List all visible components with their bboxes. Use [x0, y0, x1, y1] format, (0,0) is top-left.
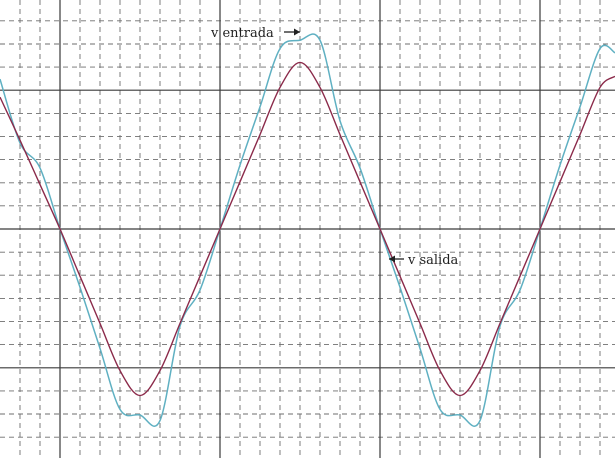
series-v-salida-point-11 [219, 228, 220, 229]
series-v-salida-point-13 [259, 134, 260, 135]
series-v-salida-point-7 [139, 395, 140, 396]
series-v-entrada-point-5 [99, 348, 100, 349]
series-v-entrada-point-17 [339, 120, 340, 121]
series-v-salida-line [0, 61, 615, 397]
series-v-entrada-point-13 [259, 106, 260, 107]
series-v-entrada-point-20 [399, 287, 400, 288]
series-v-salida-point-12 [239, 181, 240, 182]
series-v-salida-point-19 [379, 228, 380, 229]
series-v-entrada-point-4 [79, 287, 80, 288]
series-v-entrada-point-10 [199, 289, 200, 290]
series-v-salida-point-23 [459, 395, 460, 396]
series-v-entrada-point-7 [139, 414, 140, 415]
series-v-entrada-point-21 [419, 348, 420, 349]
series-v-salida-point-4 [79, 276, 80, 277]
series-v-salida-point-26 [519, 276, 520, 277]
series-v-salida-point-28 [559, 181, 560, 182]
series-v-salida-point-16 [319, 87, 320, 88]
series-v-entrada-point-16 [319, 40, 320, 41]
series-v-salida-point-25 [499, 323, 500, 324]
series-v-entrada-point-18 [359, 167, 360, 168]
series-v-entrada-point-2 [39, 167, 40, 168]
series-v-salida-point-5 [99, 323, 100, 324]
series-v-entrada-point-14 [279, 48, 280, 49]
series-v-entrada-point-15 [299, 40, 300, 41]
annotation-v-salida: v salida [389, 253, 459, 268]
series-v-salida-point-18 [359, 181, 360, 182]
series-v-salida-point-30 [599, 87, 600, 88]
series-v-salida-point-10 [199, 276, 200, 277]
annotation-v-entrada-label: v entrada [210, 26, 274, 41]
series-v-salida-point-8 [159, 370, 160, 371]
series-v-entrada-point-8 [159, 420, 160, 421]
annotation-v-salida-label: v salida [407, 253, 459, 268]
annotation-v-entrada-arrowhead [294, 28, 300, 36]
series-v-entrada-point-24 [479, 420, 480, 421]
series-v-salida-point-24 [479, 370, 480, 371]
annotation-v-entrada: v entrada [210, 26, 300, 41]
series-v-salida-point-6 [119, 370, 120, 371]
series-v-salida-point-29 [579, 134, 580, 135]
series-v-entrada-point-12 [239, 165, 240, 166]
series-v-salida-point-3 [59, 228, 60, 229]
series-v-entrada-point-26 [519, 289, 520, 290]
series-v-salida-point-20 [399, 276, 400, 277]
series-v-salida-point-21 [419, 323, 420, 324]
series-v-entrada-point-30 [599, 48, 600, 49]
series-v-entrada-point-29 [579, 106, 580, 107]
series-v-salida-point-14 [279, 87, 280, 88]
series-v-entrada-point-22 [439, 409, 440, 410]
series-v-entrada-line [0, 33, 615, 427]
series-v-salida-point-27 [539, 228, 540, 229]
series-v-entrada-point-28 [559, 165, 560, 166]
series-lines [0, 33, 615, 427]
series-v-salida-point-17 [339, 134, 340, 135]
series-v-salida-point-9 [179, 323, 180, 324]
series-v-salida-point-1 [19, 140, 20, 141]
series-v-salida-point-15 [299, 62, 300, 63]
annotations: v entrada v salida [210, 26, 459, 268]
series-v-entrada-point-23 [459, 414, 460, 415]
annotation-v-salida-arrowhead [389, 255, 395, 263]
series-v-salida-point-22 [439, 370, 440, 371]
series-v-salida-point-2 [39, 184, 40, 185]
series-v-entrada-point-6 [119, 409, 120, 410]
